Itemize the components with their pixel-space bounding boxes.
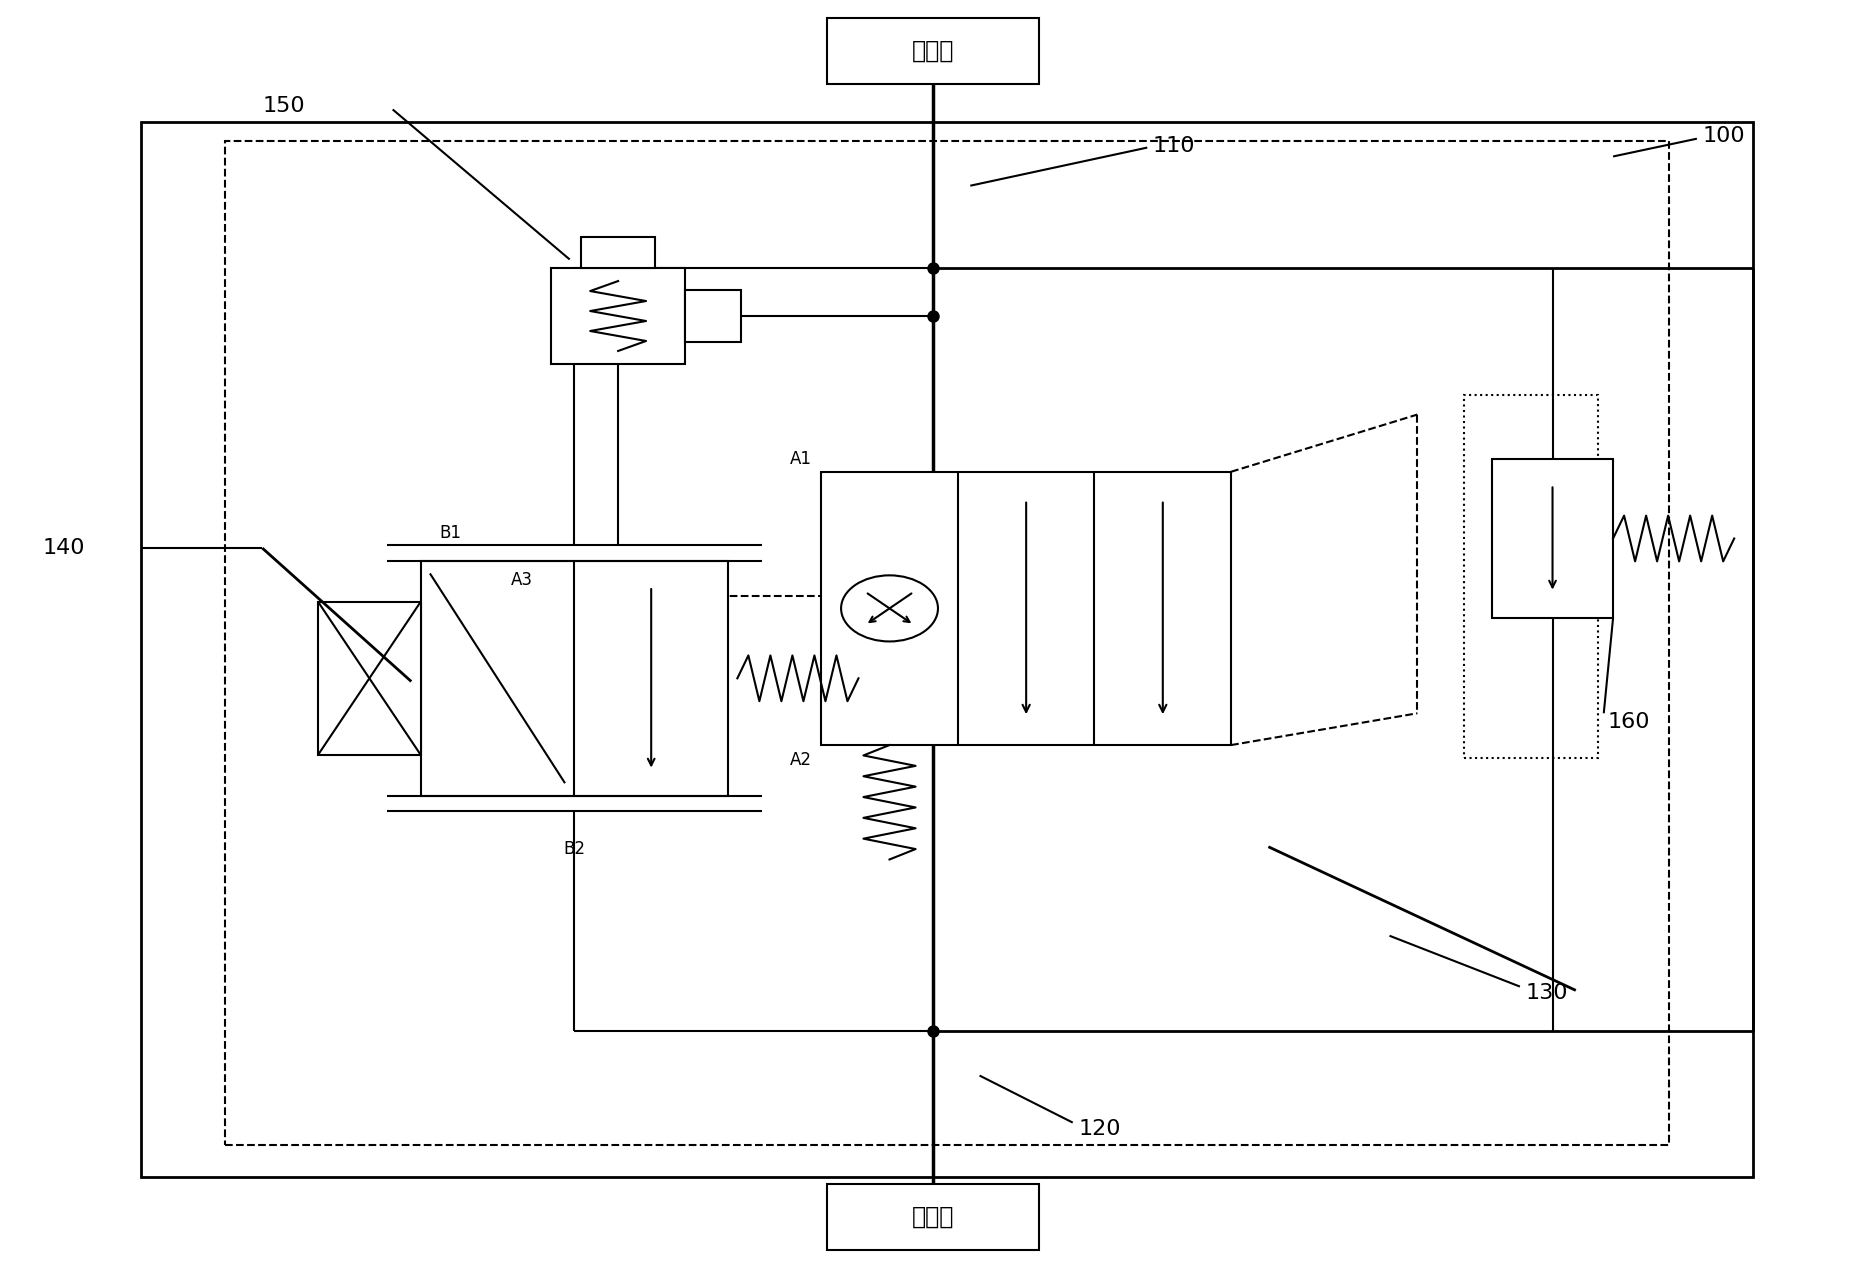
Text: 执行器: 执行器	[912, 39, 954, 62]
Text: 120: 120	[1079, 1119, 1121, 1139]
Text: A3: A3	[511, 571, 532, 590]
Text: A1: A1	[789, 450, 812, 468]
Text: A2: A2	[789, 752, 812, 769]
Text: 150: 150	[263, 96, 304, 116]
Bar	[685, 289, 741, 343]
Bar	[827, 18, 1039, 84]
Bar	[420, 561, 728, 796]
Text: 160: 160	[1607, 712, 1650, 733]
Text: B2: B2	[564, 841, 586, 859]
Bar	[550, 269, 685, 363]
Bar	[580, 237, 655, 269]
Bar	[1493, 459, 1612, 618]
Bar	[821, 471, 1232, 745]
Text: 130: 130	[1526, 984, 1567, 1003]
Text: 主泵端: 主泵端	[912, 1205, 954, 1228]
Text: B1: B1	[439, 524, 461, 541]
Bar	[317, 601, 420, 754]
Text: 100: 100	[1702, 126, 1745, 147]
Bar	[1465, 395, 1597, 758]
Text: 110: 110	[1153, 136, 1196, 157]
Bar	[827, 1184, 1039, 1250]
Bar	[142, 122, 1752, 1177]
Bar	[226, 141, 1668, 1145]
Text: 140: 140	[43, 538, 84, 558]
